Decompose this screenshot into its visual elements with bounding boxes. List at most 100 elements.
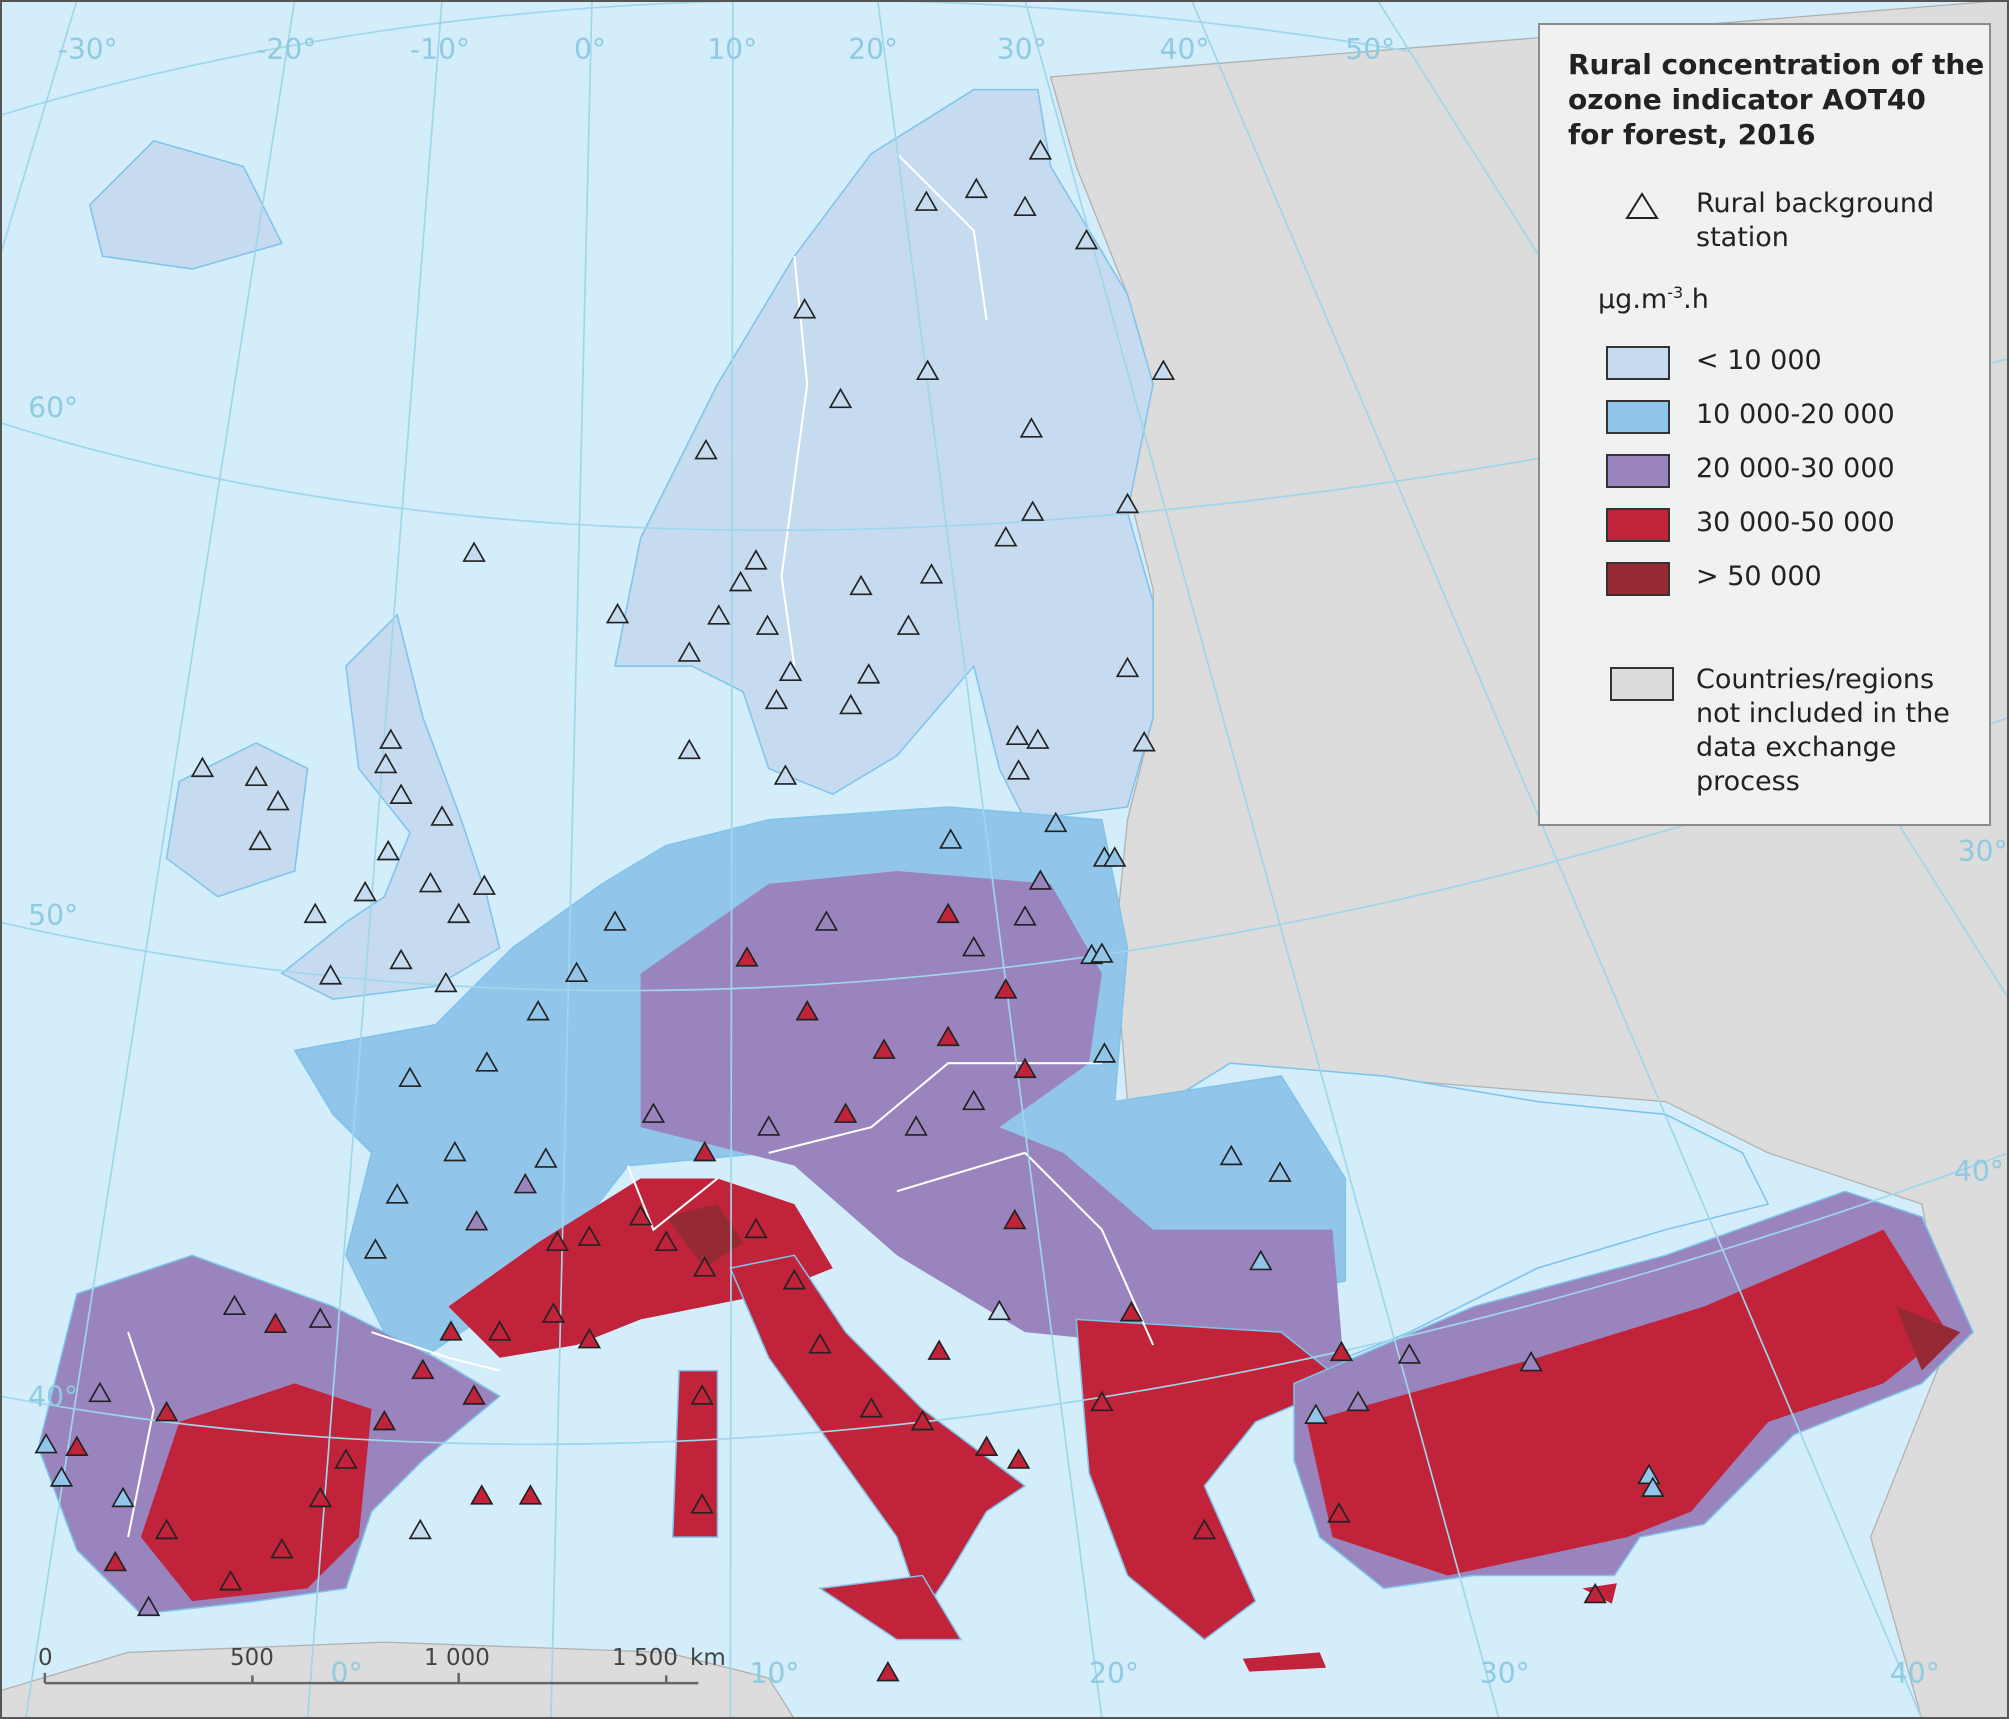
station-marker <box>526 1000 550 1021</box>
station-marker <box>263 1312 288 1333</box>
station-marker <box>773 764 798 785</box>
legend-label-class-5: > 50 000 <box>1696 561 1822 592</box>
station-marker <box>88 1381 112 1403</box>
station-marker <box>1005 724 1029 746</box>
legend-swatch-class-4 <box>1606 508 1670 542</box>
station-marker <box>318 964 343 985</box>
station-marker <box>488 1320 512 1341</box>
graticule-label-top: 50° <box>1345 33 1395 66</box>
station-marker <box>828 387 853 409</box>
station-marker <box>218 1570 243 1591</box>
station-marker <box>849 574 873 596</box>
graticule-label-top: -20° <box>256 33 316 66</box>
station-marker <box>434 971 458 993</box>
station-marker <box>1044 811 1068 833</box>
station-marker <box>792 298 817 319</box>
graticule-labels: -30° -20° -10° 0° 10° 20° 30° 40° 50°60°50°40°30… <box>28 33 2008 1690</box>
station-marker <box>994 978 1018 999</box>
station-marker <box>1013 1057 1037 1079</box>
station-marker <box>939 828 963 849</box>
region-crete <box>1242 1652 1327 1672</box>
station-marker <box>373 752 398 774</box>
region-iceland <box>88 140 283 270</box>
station-marker <box>690 1384 714 1405</box>
station-marker <box>398 1066 422 1088</box>
scale-tick-1000: 1 000 <box>424 1645 490 1671</box>
station-marker <box>447 902 471 924</box>
station-marker <box>728 570 753 592</box>
station-marker <box>65 1435 89 1456</box>
region-ireland <box>165 742 309 898</box>
legend-label-class-3: 20 000-30 000 <box>1696 453 1895 484</box>
station-marker <box>1304 1403 1328 1424</box>
station-marker <box>222 1294 247 1316</box>
rural-background-stations <box>34 139 1665 1682</box>
station-marker <box>1019 417 1044 438</box>
station-marker <box>248 829 272 851</box>
station-marker <box>914 190 939 211</box>
graticule-label-right: 40° <box>1954 1155 2004 1188</box>
station-marker <box>541 1302 566 1323</box>
station-marker <box>744 549 768 570</box>
station-marker <box>1119 1301 1144 1322</box>
graticule-label-bottom: 40° <box>1890 1657 1940 1690</box>
station-marker <box>1028 139 1053 160</box>
triangle-outline-icon <box>1625 192 1659 219</box>
region-sicily <box>817 1574 963 1641</box>
station-marker <box>1151 359 1176 380</box>
station-marker <box>1013 195 1037 217</box>
station-marker <box>439 1320 463 1341</box>
country-borders <box>127 152 1155 1538</box>
station-marker <box>443 1140 467 1162</box>
station-marker <box>1641 1476 1665 1497</box>
region-turkey-high <box>1306 1229 1948 1576</box>
region-sardinia-corsica <box>671 1369 719 1538</box>
station-marker <box>518 1484 543 1505</box>
station-marker <box>266 789 290 811</box>
station-marker <box>1329 1340 1354 1362</box>
legend-title: Rural concentration of the ozone indicat… <box>1568 48 1985 151</box>
legend-swatch-class-1 <box>1606 346 1670 380</box>
graticule-label-bottom: 10° <box>750 1657 800 1690</box>
station-marker <box>927 1339 951 1360</box>
station-marker <box>795 1000 819 1021</box>
region-alps-high <box>666 1204 744 1269</box>
legend: Rural concentration of the ozone indicat… <box>1538 23 1991 826</box>
graticule-label-top: -10° <box>410 33 470 66</box>
station-marker <box>462 541 486 562</box>
station-marker <box>782 1268 807 1290</box>
station-marker <box>363 1238 388 1259</box>
station-marker <box>103 1550 127 1572</box>
station-marker <box>244 765 268 787</box>
station-marker <box>814 910 839 931</box>
graticule-label-top: 40° <box>1160 33 1210 66</box>
station-marker <box>475 1051 499 1072</box>
station-marker <box>833 1102 858 1123</box>
region-purple-core <box>640 871 1346 1384</box>
legend-station-label: Rural background station <box>1696 188 1935 253</box>
station-marker <box>603 910 627 931</box>
legend-swatch-class-5 <box>1606 562 1670 596</box>
legend-label-class-1: < 10 000 <box>1696 345 1822 376</box>
station-marker <box>1249 1249 1273 1271</box>
station-marker <box>430 805 454 826</box>
station-marker <box>1219 1144 1243 1166</box>
region-iberia-high <box>140 1383 372 1602</box>
unit-suffix: .h <box>1683 284 1709 315</box>
station-marker <box>136 1595 161 1617</box>
station-marker <box>962 935 986 957</box>
scale-tick-1500: 1 500 <box>612 1645 678 1671</box>
station-marker <box>839 693 863 715</box>
station-marker <box>1013 905 1037 926</box>
station-marker <box>693 1256 717 1277</box>
station-marker <box>757 1115 781 1136</box>
station-marker <box>896 614 921 635</box>
station-marker <box>962 1089 986 1111</box>
station-marker <box>654 1230 678 1252</box>
station-marker <box>707 604 731 625</box>
station-marker <box>353 880 377 902</box>
scale-unit: km <box>690 1645 726 1671</box>
station-marker <box>1519 1350 1543 1372</box>
station-marker <box>411 1358 435 1380</box>
scale-tick-500: 500 <box>230 1645 274 1671</box>
